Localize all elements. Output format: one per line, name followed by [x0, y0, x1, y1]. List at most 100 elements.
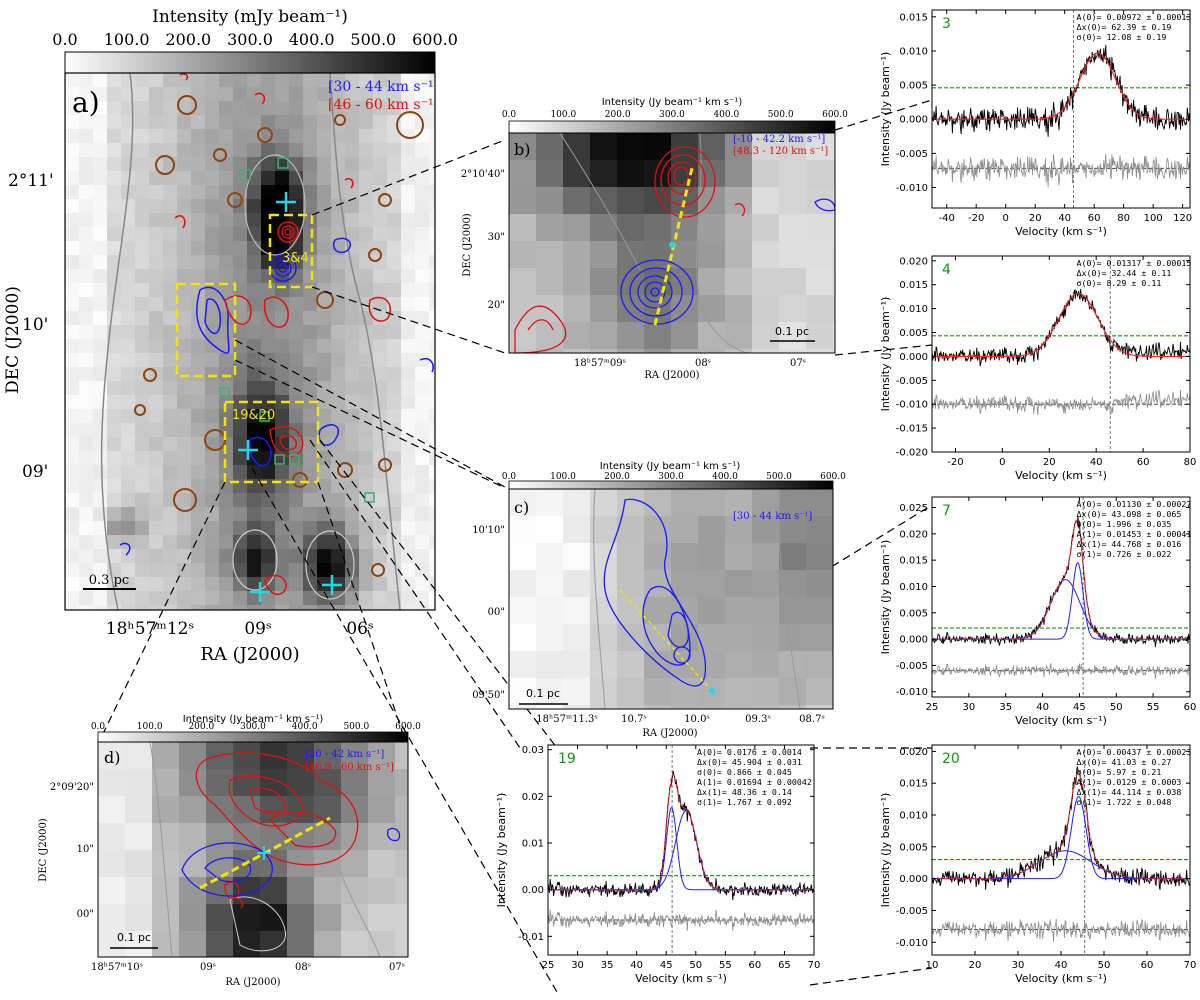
spectrum-xtick-19-9: 70	[808, 960, 821, 971]
colorbar-d-ticks: 0.0 100.0 200.0 300.0 400.0 500.0 600.0	[91, 722, 421, 732]
map-pixel	[317, 507, 332, 522]
map-pixel	[590, 624, 618, 652]
map-pixel	[644, 489, 672, 517]
map-pixel	[289, 157, 304, 172]
map-pixel	[698, 570, 726, 598]
map-pixel	[563, 543, 591, 571]
map-pixel	[289, 227, 304, 242]
map-pixel	[345, 479, 360, 494]
map-pixel	[429, 409, 435, 424]
map-d-xtick-0: 18ʰ57ᵐ10ˢ	[91, 962, 143, 973]
legend-a-red: [46 - 60 km s⁻¹]	[328, 97, 439, 113]
map-pixel	[261, 213, 276, 228]
spectrum-ytick-7-3: 0.010	[899, 582, 928, 593]
map-pixel	[509, 651, 537, 679]
map-pixel	[79, 577, 94, 592]
map-pixel	[590, 241, 618, 269]
colorbar-b-ticks: 0.0 100.0 200.0 300.0 400.0 500.0 600.0	[502, 110, 848, 120]
map-pixel	[247, 493, 262, 508]
map-pixel	[563, 570, 591, 598]
map-pixel	[65, 227, 80, 242]
map-pixel	[247, 283, 262, 298]
spectrum-frame-19	[547, 744, 815, 956]
spectrum-param-19-4: Δx(1)= 48.36 ± 0.14	[697, 787, 792, 797]
map-pixel	[536, 624, 564, 652]
map-pixel	[261, 465, 276, 480]
map-pixel	[509, 214, 537, 242]
map-pixel	[93, 479, 108, 494]
map-pixel	[125, 823, 153, 851]
map-pixel	[219, 199, 234, 214]
map-pixel	[415, 451, 430, 466]
spectrum-xtick-3-5: 60	[1088, 213, 1101, 224]
map-pixel	[163, 605, 178, 610]
map-pixel	[93, 255, 108, 270]
spectrum-xtick-3-3: 20	[1029, 213, 1042, 224]
map-pixel	[303, 143, 318, 158]
map-pixel	[317, 185, 332, 200]
map-pixel	[671, 322, 699, 350]
map-pixel	[261, 563, 276, 578]
map-pixel	[779, 322, 807, 350]
map-pixel	[149, 437, 164, 452]
map-pixel	[149, 115, 164, 130]
map-pixel	[149, 563, 164, 578]
map-pixel	[331, 353, 346, 368]
spectrum-ytick-20-0: 0.020	[899, 747, 928, 758]
map-pixel	[590, 349, 618, 353]
map-pixel	[149, 479, 164, 494]
map-pixel	[359, 381, 374, 396]
map-pixel	[163, 451, 178, 466]
map-pixel	[121, 353, 136, 368]
map-pixel	[163, 129, 178, 144]
map-pixel	[177, 143, 192, 158]
map-pixel	[98, 904, 126, 932]
colorbar-b	[508, 120, 836, 134]
map-b-cyan-marker	[669, 242, 675, 248]
map-pixel	[135, 73, 150, 88]
map-pixel	[177, 241, 192, 256]
colorbar-c-title: Intensity (Jy beam⁻¹ km s⁻¹)	[600, 461, 741, 472]
spectrum-ytick-19-2: 0.01	[522, 839, 544, 850]
map-pixel	[135, 297, 150, 312]
map-pixel	[289, 605, 304, 610]
map-pixel	[509, 133, 537, 161]
map-pixel	[233, 507, 248, 522]
map-pixel	[509, 543, 537, 571]
map-pixel	[247, 157, 262, 172]
map-pixel	[331, 437, 346, 452]
map-pixel	[191, 171, 206, 186]
map-pixel	[373, 507, 388, 522]
map-pixel	[275, 311, 290, 326]
map-pixel	[93, 549, 108, 564]
colorbar-b-title: Intensity (Jy beam⁻¹ km s⁻¹)	[602, 97, 743, 108]
spectrum-xlabel-20: Velocity (km s⁻¹)	[1015, 972, 1107, 985]
map-pixel	[219, 409, 234, 424]
map-pixel	[317, 87, 332, 102]
map-pixel	[289, 269, 304, 284]
map-pixel	[93, 101, 108, 116]
map-pixel	[725, 624, 753, 652]
map-pixel	[191, 185, 206, 200]
map-pixel	[260, 904, 288, 932]
map-pixel	[93, 465, 108, 480]
map-pixel	[125, 904, 153, 932]
map-pixel	[107, 423, 122, 438]
map-pixel	[65, 255, 80, 270]
map-pixel	[415, 73, 430, 88]
colorbar-b-tick-4: 400.0	[713, 110, 739, 120]
map-pixel	[617, 241, 645, 269]
map-pixel	[401, 199, 416, 214]
map-pixel	[536, 322, 564, 350]
map-pixel	[191, 283, 206, 298]
map-pixel	[617, 187, 645, 215]
scalebar-d-label: 0.1 pc	[117, 931, 151, 944]
map-pixel	[345, 213, 360, 228]
map-pixel	[429, 87, 435, 102]
map-pixel	[163, 549, 178, 564]
map-a-contour-core-top	[244, 154, 306, 256]
map-pixel	[289, 535, 304, 550]
colorbar-b-tick-1: 100.0	[550, 110, 576, 120]
map-pixel	[806, 133, 834, 161]
map-pixel	[93, 339, 108, 354]
